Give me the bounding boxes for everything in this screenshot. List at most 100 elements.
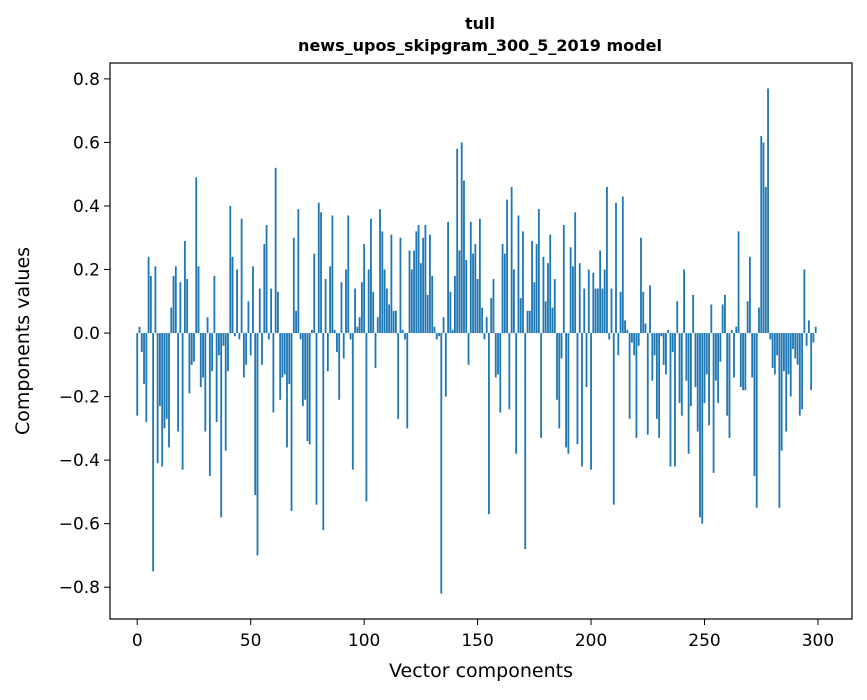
bar (174, 266, 177, 334)
bar (653, 333, 656, 356)
bar (460, 142, 463, 334)
bar (408, 250, 411, 334)
bar (383, 269, 386, 334)
bar (689, 333, 692, 407)
bar (215, 333, 218, 423)
bar (807, 320, 810, 334)
bar (558, 333, 561, 429)
bar (218, 333, 220, 356)
bar (619, 291, 622, 334)
chart-title-line-2: news_upos_skipgram_300_5_2019 model (298, 36, 662, 55)
bar (515, 333, 518, 454)
bar (778, 333, 781, 508)
bar (535, 244, 538, 334)
bar (410, 269, 413, 334)
bar (195, 177, 198, 334)
bar (329, 266, 332, 334)
bar (708, 333, 710, 426)
bar (630, 333, 633, 343)
bar (342, 333, 345, 359)
bar (429, 234, 431, 334)
bar (413, 250, 415, 334)
bar (660, 333, 663, 337)
bar (147, 256, 150, 334)
bar (501, 244, 504, 334)
bar (229, 205, 232, 334)
y-tick-label: −0.4 (59, 451, 100, 471)
bar (356, 326, 359, 334)
bar (667, 329, 670, 334)
bar (236, 269, 238, 334)
bar (744, 333, 747, 391)
bar (156, 333, 159, 464)
bar (676, 301, 679, 334)
bar (179, 282, 182, 334)
bar (295, 310, 297, 334)
bar (562, 225, 565, 334)
bar (322, 333, 325, 531)
bar (696, 333, 699, 432)
bar (190, 333, 193, 365)
bar (783, 333, 785, 372)
bar (331, 215, 334, 334)
bar (324, 279, 327, 334)
bar (635, 333, 638, 438)
bar (204, 333, 207, 432)
bar (508, 333, 511, 410)
bar (177, 333, 179, 432)
bar (404, 333, 406, 340)
bar (494, 333, 497, 378)
bar (467, 333, 470, 365)
bar (360, 282, 363, 334)
bar (286, 333, 288, 448)
bar (640, 237, 642, 334)
bar (181, 333, 184, 470)
bar (336, 333, 338, 353)
bar (372, 291, 375, 334)
bar (385, 288, 388, 334)
y-axis-ticks: −0.8 −0.6 −0.4 −0.2 0.0 0.2 0.4 0.6 0.8 (59, 70, 110, 598)
bar (333, 329, 336, 334)
bar (220, 333, 223, 518)
bar (247, 301, 250, 334)
bar (168, 333, 170, 448)
bar (454, 275, 456, 334)
chart-title-line-1: tull (465, 14, 495, 33)
x-tick-label: 300 (802, 631, 834, 651)
bar (261, 333, 263, 365)
bar (567, 333, 570, 454)
bar (764, 186, 767, 334)
bar (617, 333, 620, 356)
bar (444, 333, 447, 397)
bar (140, 333, 143, 353)
bar (758, 307, 760, 334)
plot-frame (109, 62, 853, 620)
bar (719, 333, 722, 362)
bar (497, 333, 499, 375)
bar (274, 167, 277, 334)
bar (231, 256, 234, 334)
x-axis-ticks: 0 50 100 150 200 250 300 (132, 619, 834, 651)
bar (469, 221, 472, 334)
bar (213, 275, 216, 334)
bar (308, 333, 311, 445)
bar (424, 225, 427, 334)
bar (771, 333, 774, 369)
bar (803, 269, 806, 334)
bar (476, 279, 479, 334)
bar (270, 288, 273, 334)
bar (159, 333, 161, 407)
bar (281, 333, 284, 378)
bar (694, 333, 697, 388)
bar (492, 279, 495, 334)
bar (297, 209, 300, 334)
bar (451, 329, 454, 334)
bar (440, 333, 443, 594)
bar (608, 333, 611, 340)
bar (345, 269, 347, 334)
bar (149, 275, 152, 334)
bar (365, 333, 368, 502)
bar (442, 317, 445, 334)
bar (533, 282, 536, 334)
